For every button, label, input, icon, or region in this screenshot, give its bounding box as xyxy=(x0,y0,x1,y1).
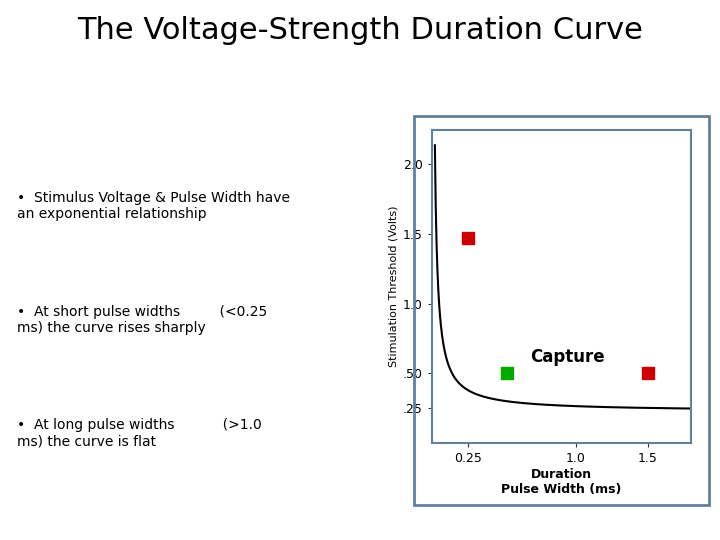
Point xyxy=(642,369,654,377)
Text: Capture: Capture xyxy=(530,348,605,366)
Text: The Voltage-Strength Duration Curve: The Voltage-Strength Duration Curve xyxy=(77,16,643,45)
X-axis label: Duration
Pulse Width (ms): Duration Pulse Width (ms) xyxy=(501,468,622,496)
Point xyxy=(501,369,513,377)
Text: •  At short pulse widths         (<0.25
ms) the curve rises sharply: • At short pulse widths (<0.25 ms) the c… xyxy=(17,305,267,335)
Y-axis label: Stimulation Threshold (Volts): Stimulation Threshold (Volts) xyxy=(389,205,399,367)
Text: •  Stimulus Voltage & Pulse Width have
an exponential relationship: • Stimulus Voltage & Pulse Width have an… xyxy=(17,191,289,221)
Text: •  At long pulse widths           (>1.0
ms) the curve is flat: • At long pulse widths (>1.0 ms) the cur… xyxy=(17,418,261,448)
Point xyxy=(462,234,474,242)
